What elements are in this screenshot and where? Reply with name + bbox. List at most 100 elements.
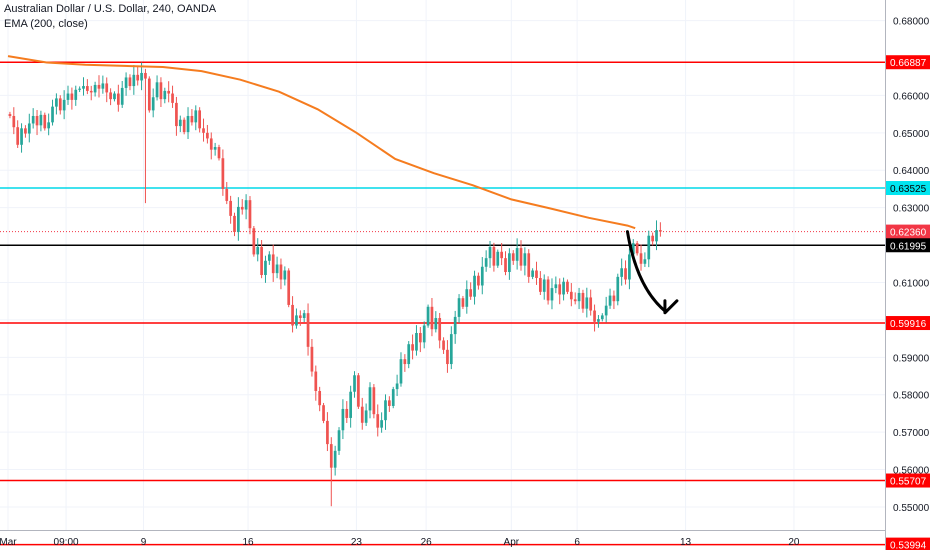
candle-body xyxy=(438,318,442,341)
candle-body xyxy=(12,115,16,128)
candle-body xyxy=(655,230,658,242)
x-tick-label: 6 xyxy=(574,537,580,548)
candle-body xyxy=(43,114,47,129)
candle-body xyxy=(213,147,217,150)
candle-body xyxy=(8,114,12,116)
x-tick-label: 16 xyxy=(242,537,254,548)
price-label-text: 0.62360 xyxy=(890,228,927,239)
candle-body xyxy=(113,93,116,100)
candle-body xyxy=(659,230,662,232)
candle-body xyxy=(287,270,291,305)
chart-legend: Australian Dollar / U.S. Dollar, 240, OA… xyxy=(4,2,216,32)
arrow-shaft[interactable] xyxy=(625,230,668,314)
candle-body xyxy=(616,276,620,302)
candle-body xyxy=(198,110,202,129)
candle-body xyxy=(403,359,407,365)
candle-body xyxy=(39,114,43,126)
candle-body xyxy=(395,383,399,390)
x-tick-label: 26 xyxy=(421,537,433,548)
symbol-title: Australian Dollar / U.S. Dollar, 240, OA… xyxy=(4,3,217,15)
arrow-head[interactable] xyxy=(663,299,679,315)
candle-body xyxy=(171,93,174,103)
candle-body xyxy=(155,82,159,98)
candle-body xyxy=(167,90,171,94)
price-label-box xyxy=(886,55,930,70)
price-label-box xyxy=(886,473,930,488)
candle-body xyxy=(147,78,151,111)
candle-body xyxy=(628,254,631,280)
price-label-text: 0.55707 xyxy=(890,477,927,488)
candle-body xyxy=(651,235,654,242)
candle-body xyxy=(542,279,546,292)
candle-body xyxy=(364,410,368,423)
candle-body xyxy=(519,248,523,266)
candle-body xyxy=(109,92,112,100)
y-tick-label: 0.66000 xyxy=(893,91,930,102)
candle-body xyxy=(97,84,101,89)
candle-body xyxy=(384,400,387,421)
candle-body xyxy=(24,128,27,134)
candle-body xyxy=(86,86,89,91)
candle-body xyxy=(58,98,62,111)
candle-body xyxy=(89,90,93,93)
y-tick-label: 0.63000 xyxy=(893,204,930,215)
trend-arrow-annotation[interactable] xyxy=(625,230,679,315)
candle-body xyxy=(101,83,105,89)
horizontal-levels[interactable] xyxy=(0,61,885,546)
candle-body xyxy=(562,281,565,295)
candle-body xyxy=(74,89,78,100)
y-tick-label: 0.55000 xyxy=(893,503,930,514)
x-tick-label: Mar xyxy=(0,537,17,548)
candle-body xyxy=(159,82,163,100)
candle-body xyxy=(318,390,322,406)
candle-body xyxy=(267,254,271,261)
candle-body xyxy=(163,90,167,100)
candle-body xyxy=(175,102,178,127)
ema-200-line xyxy=(7,55,636,230)
candle-body xyxy=(337,430,341,451)
y-tick-label: 0.61000 xyxy=(893,278,930,289)
x-tick-label: 23 xyxy=(351,537,363,548)
candle-body xyxy=(527,253,531,277)
candle-body xyxy=(434,318,438,330)
candle-body xyxy=(477,275,480,286)
candle-body xyxy=(511,253,515,261)
candle-body xyxy=(442,340,445,350)
candle-body xyxy=(388,400,391,406)
candle-body xyxy=(233,215,236,232)
candle-body xyxy=(93,84,97,93)
candle-body xyxy=(589,297,593,311)
y-tick-label: 0.65000 xyxy=(893,129,930,140)
candle-body xyxy=(465,289,469,307)
candle-body xyxy=(554,284,558,289)
candle-body xyxy=(461,298,465,307)
candle-body xyxy=(620,268,624,277)
candle-body xyxy=(221,158,225,189)
candle-body xyxy=(504,258,507,273)
price-label-text: 0.53994 xyxy=(890,541,927,550)
candle-body xyxy=(593,310,596,322)
candle-body xyxy=(376,414,380,428)
candle-body xyxy=(457,298,461,317)
candle-body xyxy=(252,228,256,255)
candle-body xyxy=(508,253,511,273)
candle-body xyxy=(600,315,604,320)
price-label-text: 0.61995 xyxy=(890,241,927,252)
candle-body xyxy=(326,420,329,445)
candle-body xyxy=(333,450,337,468)
candle-body xyxy=(488,246,492,259)
candle-body xyxy=(256,246,260,255)
candles xyxy=(8,62,662,507)
candle-body xyxy=(500,251,503,259)
price-label-text: 0.66887 xyxy=(890,58,927,69)
candle-body xyxy=(237,206,240,232)
candle-body xyxy=(523,253,527,266)
candle-body xyxy=(120,87,124,105)
candle-body xyxy=(573,299,577,302)
y-tick-label: 0.58000 xyxy=(893,391,930,402)
candle-body xyxy=(585,297,589,309)
candle-body xyxy=(360,406,364,423)
price-label-box xyxy=(886,316,930,331)
